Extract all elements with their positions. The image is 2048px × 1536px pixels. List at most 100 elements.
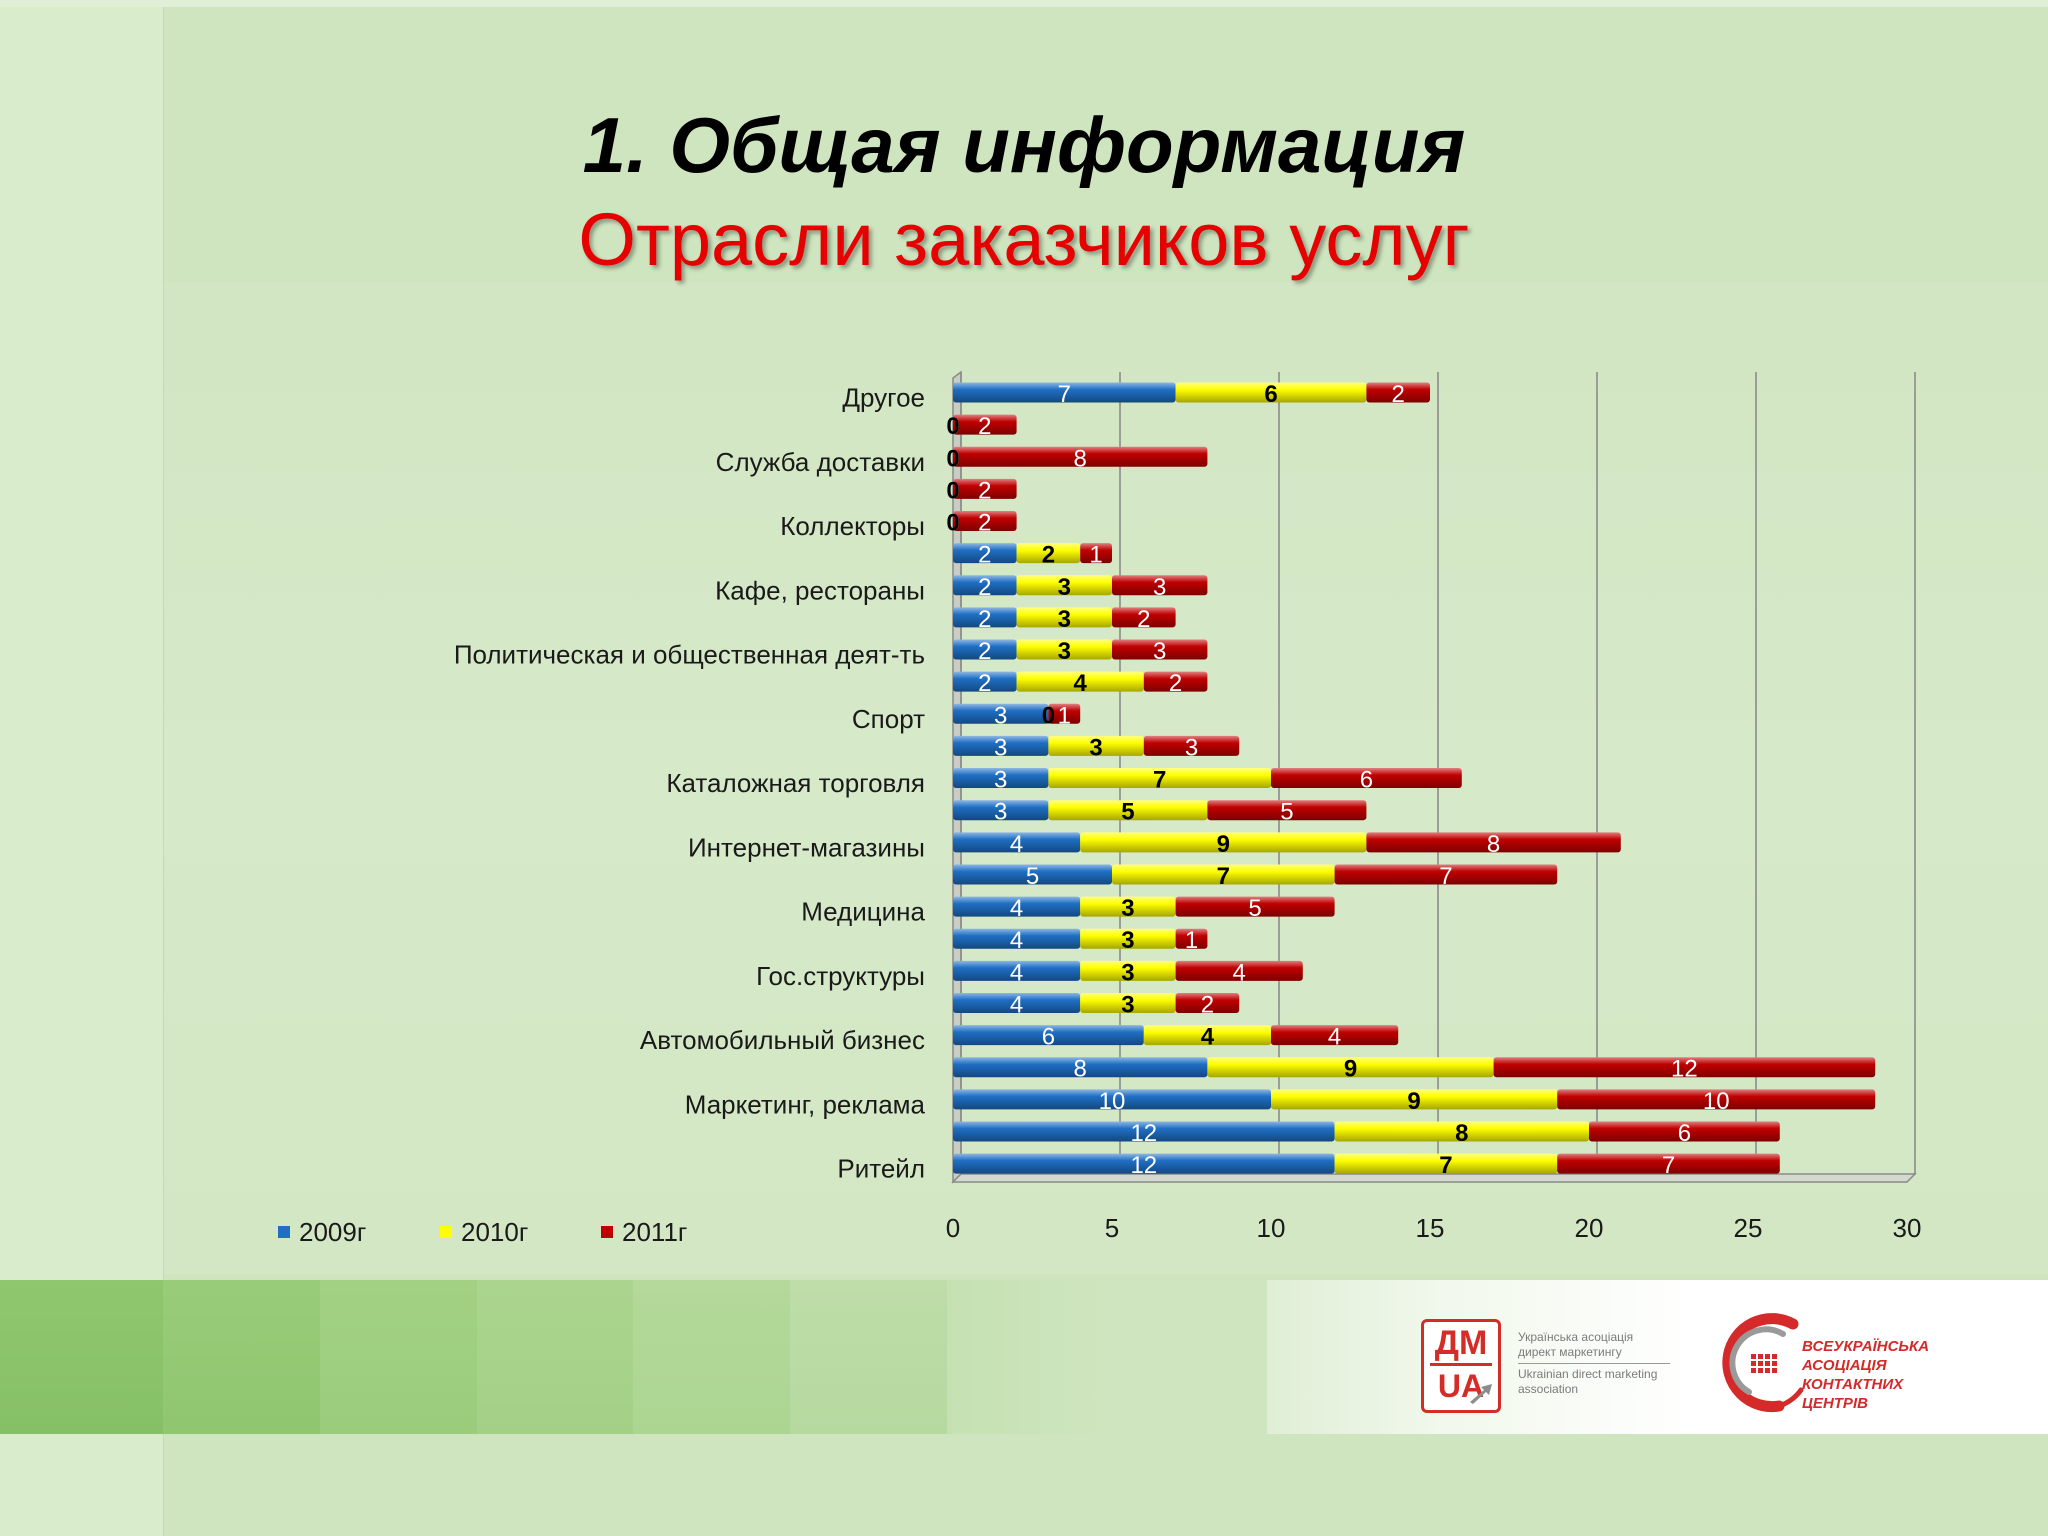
data-label-2011: 7 bbox=[1439, 863, 1452, 890]
data-label-2010: 9 bbox=[1344, 1056, 1357, 1083]
data-label-2010: 7 bbox=[1153, 767, 1166, 794]
category-label: Гос.структуры bbox=[756, 961, 925, 991]
data-label-2009: 3 bbox=[994, 734, 1007, 761]
chart-x-tick-labels: 0 5 10 15 20 25 30 bbox=[946, 1213, 1922, 1243]
legend-swatch-2011 bbox=[601, 1226, 613, 1238]
bar-2011-23 bbox=[1589, 1121, 1780, 1142]
data-label-2010: 3 bbox=[1121, 959, 1134, 986]
background-top-strip bbox=[0, 0, 2048, 7]
category-label: Автомобильный бизнес bbox=[640, 1025, 925, 1055]
footer-band-block bbox=[0, 1280, 163, 1434]
bar-2009-23 bbox=[953, 1121, 1335, 1142]
chart-category-labels: Другое Служба доставки Коллекторы Кафе, рес… bbox=[454, 383, 926, 1184]
x-tick-label: 15 bbox=[1416, 1213, 1445, 1243]
data-label-2011: 8 bbox=[1074, 445, 1087, 472]
bar-2010-12 bbox=[1048, 768, 1271, 789]
category-label: Медицина bbox=[801, 897, 925, 927]
bar-2009-7 bbox=[953, 607, 1017, 628]
bar-2010-14 bbox=[1080, 832, 1367, 853]
data-label-2011: 5 bbox=[1280, 799, 1293, 826]
bar-2011-6 bbox=[1112, 575, 1208, 596]
bar-2009-17 bbox=[953, 928, 1081, 949]
bar-2010-15 bbox=[1112, 864, 1335, 885]
slide-title: 1. Общая информация bbox=[582, 101, 1466, 189]
bar-2009-18 bbox=[953, 960, 1081, 981]
data-label-2009: 0 bbox=[946, 510, 959, 537]
bar-2009-0 bbox=[953, 382, 1176, 403]
data-label-2009: 7 bbox=[1058, 381, 1071, 408]
bar-2009-20 bbox=[953, 1025, 1144, 1046]
data-label-2009: 4 bbox=[1010, 831, 1023, 858]
data-label-2011: 2 bbox=[978, 413, 991, 440]
bar-2009-22 bbox=[953, 1089, 1271, 1110]
x-tick-label: 25 bbox=[1734, 1213, 1763, 1243]
data-label-2010: 3 bbox=[1121, 991, 1134, 1018]
data-label-2009: 6 bbox=[1042, 1024, 1055, 1051]
data-label-2011: 5 bbox=[1248, 895, 1261, 922]
data-label-2011: 1 bbox=[1058, 702, 1071, 729]
data-label-2010: 0 bbox=[946, 445, 959, 472]
data-label-2010: 5 bbox=[1121, 799, 1134, 826]
bar-2011-14 bbox=[1366, 832, 1621, 853]
data-label-2009: 3 bbox=[994, 702, 1007, 729]
bar-2011-24 bbox=[1557, 1153, 1780, 1174]
bar-2011-15 bbox=[1334, 864, 1558, 885]
bar-2010-24 bbox=[1334, 1153, 1558, 1174]
bar-2009-9 bbox=[953, 671, 1017, 692]
bar-2011-1 bbox=[953, 414, 1017, 435]
bar-2011-8 bbox=[1112, 639, 1208, 660]
footer-band-block bbox=[633, 1280, 790, 1434]
footer-logo-panel bbox=[1267, 1280, 2048, 1434]
bar-2011-21 bbox=[1493, 1057, 1876, 1078]
data-label-2010: 3 bbox=[1058, 606, 1071, 633]
data-label-2010: 9 bbox=[1217, 831, 1230, 858]
data-label-2010: 3 bbox=[1121, 895, 1134, 922]
bar-2011-17 bbox=[1175, 928, 1208, 949]
data-label-2011: 7 bbox=[1662, 1152, 1675, 1179]
data-label-2011: 3 bbox=[1153, 574, 1166, 601]
data-label-2009: 2 bbox=[978, 574, 991, 601]
bar-2010-18 bbox=[1080, 960, 1176, 981]
bar-2009-16 bbox=[953, 896, 1081, 917]
bar-2009-21 bbox=[953, 1057, 1208, 1078]
data-label-2009: 8 bbox=[1074, 1056, 1087, 1083]
dmua-text-line: Ukrainian direct marketing bbox=[1518, 1367, 1658, 1381]
footer-band-block bbox=[790, 1280, 947, 1434]
data-label-2010: 3 bbox=[1058, 638, 1071, 665]
chart-bars bbox=[953, 382, 1876, 1174]
data-label-2011: 3 bbox=[1185, 734, 1198, 761]
data-label-2009: 4 bbox=[1010, 927, 1023, 954]
data-label-2009: 4 bbox=[1010, 895, 1023, 922]
footer-green-band bbox=[0, 1280, 1110, 1434]
data-label-2011: 10 bbox=[1703, 1088, 1730, 1115]
data-label-2009: 0 bbox=[946, 477, 959, 504]
category-label: Ритейл bbox=[837, 1154, 925, 1184]
data-label-2011: 2 bbox=[1169, 670, 1182, 697]
x-tick-label: 20 bbox=[1575, 1213, 1604, 1243]
data-label-2011: 2 bbox=[1201, 991, 1214, 1018]
legend-label-2010: 2010г bbox=[461, 1217, 529, 1247]
vakc-text-line: ВСЕУКРАЇНСЬКА bbox=[1802, 1338, 1930, 1355]
data-label-2010: 3 bbox=[1058, 574, 1071, 601]
data-label-2011: 1 bbox=[1185, 927, 1198, 954]
bar-2011-22 bbox=[1557, 1089, 1876, 1110]
category-label: Служба доставки bbox=[716, 447, 925, 477]
data-label-2011: 2 bbox=[978, 510, 991, 537]
data-label-2010: 0 bbox=[946, 510, 959, 537]
bar-2011-7 bbox=[1112, 607, 1176, 628]
data-label-2011: 4 bbox=[1233, 959, 1246, 986]
data-label-2010: 2 bbox=[1042, 542, 1055, 569]
legend-label-2009: 2009г bbox=[299, 1217, 367, 1247]
chart-data-labels: 7 6 200 200 800 200 22 2 12 3 32 3 22 3 32 4 23 0 13 3 33 7 63… bbox=[946, 381, 1729, 1179]
category-label: Коллекторы bbox=[780, 511, 925, 541]
data-label-2010: 4 bbox=[1074, 670, 1088, 697]
data-label-2011: 8 bbox=[1487, 831, 1500, 858]
data-label-2010: 4 bbox=[1201, 1024, 1215, 1051]
data-label-2011: 3 bbox=[1153, 638, 1166, 665]
data-label-2009: 10 bbox=[1099, 1088, 1126, 1115]
bar-2010-22 bbox=[1271, 1089, 1558, 1110]
data-label-2010: 6 bbox=[1264, 381, 1277, 408]
legend-label-2011: 2011г bbox=[622, 1217, 688, 1247]
data-label-2011: 6 bbox=[1678, 1120, 1691, 1147]
vakc-text-line: КОНТАКТНИХ bbox=[1802, 1376, 1904, 1393]
